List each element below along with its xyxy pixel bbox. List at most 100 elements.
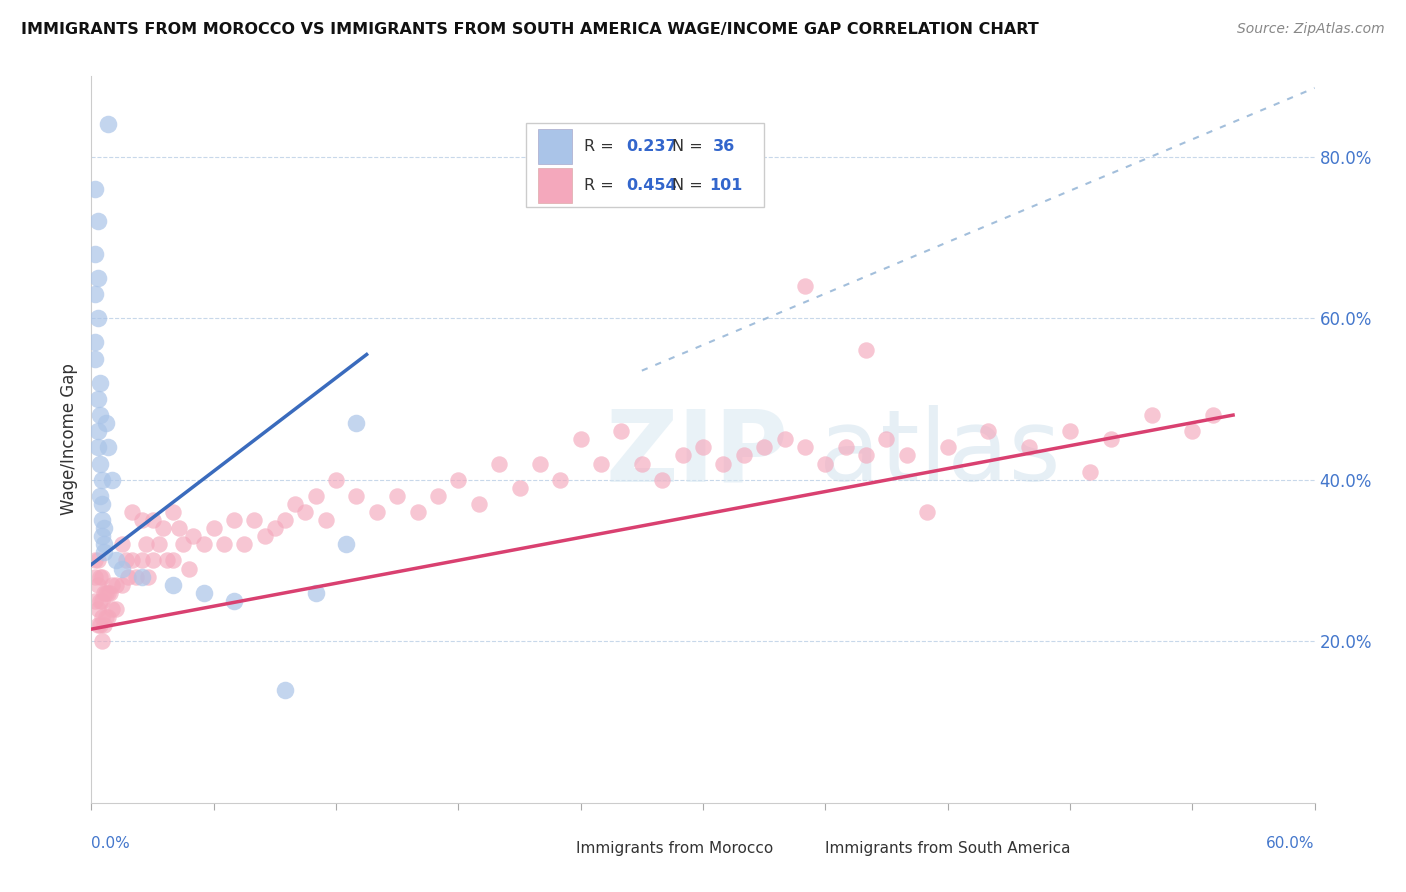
Text: R =: R = <box>585 139 614 154</box>
Point <box>86 214 108 228</box>
Point <box>243 513 266 527</box>
Text: 36: 36 <box>713 139 735 154</box>
Point <box>94 586 117 600</box>
Point <box>855 449 877 463</box>
Point <box>977 424 1000 438</box>
Point <box>264 521 287 535</box>
Point <box>90 610 112 624</box>
Point <box>1018 441 1040 455</box>
Text: 0.0%: 0.0% <box>91 836 131 850</box>
Point <box>90 529 112 543</box>
Point <box>896 449 918 463</box>
Point <box>793 441 815 455</box>
Point <box>111 578 134 592</box>
Point <box>610 424 633 438</box>
Point <box>569 432 592 446</box>
Point <box>148 537 170 551</box>
Point <box>93 618 115 632</box>
Point <box>156 553 179 567</box>
Text: Immigrants from South America: Immigrants from South America <box>825 841 1071 856</box>
Point <box>172 537 194 551</box>
Bar <box>531 838 567 859</box>
Point <box>97 117 120 131</box>
Point <box>90 473 112 487</box>
Point <box>89 489 111 503</box>
Point <box>90 634 112 648</box>
Point <box>115 553 138 567</box>
Point <box>1181 424 1204 438</box>
Point <box>1080 465 1102 479</box>
Point <box>101 473 124 487</box>
Point <box>550 473 572 487</box>
Point <box>193 537 215 551</box>
Point <box>366 505 388 519</box>
Point <box>101 578 124 592</box>
Point <box>90 497 112 511</box>
Point <box>692 441 714 455</box>
Point <box>121 505 143 519</box>
FancyBboxPatch shape <box>526 123 765 207</box>
Point <box>212 537 235 551</box>
Point <box>1140 408 1163 422</box>
Point <box>86 311 108 326</box>
Point <box>152 521 174 535</box>
Point <box>315 513 337 527</box>
Point <box>385 489 409 503</box>
Point <box>131 513 153 527</box>
Point <box>90 569 112 583</box>
Point <box>89 618 111 632</box>
Text: IMMIGRANTS FROM MOROCCO VS IMMIGRANTS FROM SOUTH AMERICA WAGE/INCOME GAP CORRELA: IMMIGRANTS FROM MOROCCO VS IMMIGRANTS FR… <box>21 22 1039 37</box>
Point <box>346 416 368 430</box>
Point <box>1202 408 1225 422</box>
Text: ZIP: ZIP <box>605 405 787 502</box>
Point <box>138 569 160 583</box>
Point <box>86 553 108 567</box>
Point <box>488 457 510 471</box>
Point <box>131 553 153 567</box>
Point <box>651 473 673 487</box>
Text: 60.0%: 60.0% <box>1267 836 1315 850</box>
Point <box>304 586 326 600</box>
Point <box>89 408 111 422</box>
Point <box>141 553 163 567</box>
Point <box>754 441 776 455</box>
Point <box>135 537 157 551</box>
Text: Immigrants from Morocco: Immigrants from Morocco <box>576 841 773 856</box>
Text: atlas: atlas <box>820 405 1062 502</box>
Point <box>274 682 297 697</box>
Point <box>93 586 115 600</box>
Point <box>222 513 246 527</box>
Point <box>304 489 326 503</box>
Point <box>529 457 551 471</box>
Point <box>90 594 112 608</box>
Point <box>104 602 127 616</box>
Point <box>125 569 148 583</box>
Point <box>162 578 184 592</box>
Point <box>406 505 429 519</box>
Point <box>167 521 190 535</box>
Point <box>1099 432 1122 446</box>
Point <box>93 545 115 559</box>
Point <box>509 481 531 495</box>
Point <box>591 457 613 471</box>
Point <box>274 513 297 527</box>
Point <box>711 457 734 471</box>
Point <box>97 610 120 624</box>
Point <box>86 602 108 616</box>
Point <box>733 449 755 463</box>
Point <box>131 569 153 583</box>
Point <box>89 594 111 608</box>
Point <box>84 351 107 366</box>
Point <box>917 505 939 519</box>
Point <box>86 441 108 455</box>
Bar <box>538 169 572 203</box>
Point <box>936 441 959 455</box>
Text: 0.237: 0.237 <box>626 139 676 154</box>
Point <box>427 489 450 503</box>
Point <box>84 287 107 301</box>
Point <box>84 569 107 583</box>
Point <box>84 182 107 196</box>
Point <box>233 537 256 551</box>
Point <box>101 602 124 616</box>
Point <box>94 610 117 624</box>
